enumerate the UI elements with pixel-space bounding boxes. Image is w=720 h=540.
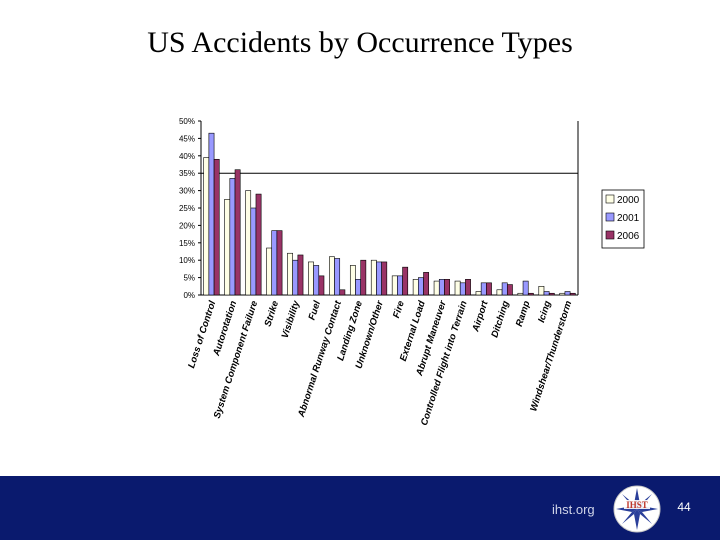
category-label: Ditching [489,299,511,339]
page-number: 44 [677,500,691,514]
bar-2001-11 [438,279,445,296]
bar-2000-16 [538,285,545,296]
bar-2001-14 [501,282,508,296]
bar-2001-0 [208,132,215,296]
legend-label-2001: 2001 [617,213,640,224]
legend-label-2000: 2000 [617,195,640,206]
y-tick-label: 40% [179,152,195,161]
bar-2006-7 [360,259,367,296]
y-tick-label: 25% [179,204,195,213]
category-label: Fuel [307,299,324,321]
bar-2006-10 [423,272,430,296]
ihst-logo-icon: IHST [613,485,661,533]
y-tick-label: 20% [179,221,195,230]
bar-2001-13 [480,282,487,296]
bar-2001-9 [397,275,403,296]
bar-2000-9 [391,275,398,296]
legend-label-2006: 2006 [617,231,640,242]
bar-2000-17 [559,292,566,296]
slide-title: US Accidents by Occurrence Types [147,26,573,59]
bar-2001-3 [271,230,278,296]
bar-2006-16 [548,292,555,296]
bar-2006-6 [339,289,346,296]
category-label: Visibility [280,299,303,340]
bar-2000-15 [517,292,524,296]
category-label: Icing [536,299,553,324]
bar-2001-10 [418,277,424,296]
bar-2006-8 [381,261,388,296]
category-label: System Component Failure [212,299,261,420]
category-label: Fire [391,299,407,320]
bar-2001-7 [355,279,361,296]
bar-2000-5 [308,261,314,296]
category-label: Loss of Control [186,299,218,369]
bar-2006-15 [527,292,534,296]
bar-2000-8 [370,259,377,296]
bar-2006-4 [297,254,304,296]
bar-2001-5 [313,265,320,296]
category-label: Ramp [514,299,533,328]
bar-2000-6 [329,256,335,296]
legend-swatch-2001 [605,212,615,222]
bar-2001-1 [229,178,236,296]
bar-2000-3 [266,247,273,296]
bar-2006-12 [465,279,471,296]
bar-2006-13 [486,282,492,296]
bar-2006-9 [402,266,409,296]
svg-text:IHST: IHST [626,500,648,510]
bar-2001-2 [250,207,257,296]
bar-2006-17 [569,292,576,296]
site-url[interactable]: ihst.org [552,502,595,517]
bar-2000-0 [203,157,210,296]
bar-2001-6 [334,258,341,296]
y-tick-label: 35% [179,169,195,178]
y-tick-label: 50% [179,117,195,126]
y-tick-label: 0% [183,291,195,300]
bar-2001-4 [292,259,299,296]
footer-bar: ihst.org IHST 44 [0,476,720,540]
bar-2001-17 [564,291,571,296]
bar-2006-11 [444,279,450,296]
legend-swatch-2000 [605,194,615,204]
y-tick-label: 45% [179,134,195,143]
bar-2000-10 [412,279,419,296]
bar-chart: 0% 5% 10% 15% 20% 25% 30% 35% 40% 45% 50% Loss of C… [179,117,645,427]
bar-2006-1 [234,169,241,296]
bar-2000-1 [224,199,231,296]
bar-2000-2 [245,190,252,296]
bar-2000-14 [496,289,503,296]
bar-2006-2 [255,193,262,296]
bar-2001-8 [376,261,382,296]
y-tick-label: 30% [179,187,195,196]
bar-2006-0 [213,158,220,296]
y-tick-label: 5% [183,274,195,283]
bar-2000-11 [433,280,440,296]
category-label: Windshear/Thunderstorm [528,299,574,413]
bar-2001-12 [459,282,466,296]
bar-2000-4 [287,252,293,296]
bar-2001-15 [522,280,529,296]
bar-2000-7 [349,265,356,296]
category-label: Strike [263,299,282,328]
y-tick-label: 10% [179,256,195,265]
legend-swatch-2006 [605,230,615,240]
category-label: Airport [470,299,491,334]
bar-2006-14 [506,284,513,296]
bar-2006-5 [318,275,325,296]
bar-2001-16 [543,291,550,296]
y-tick-label: 15% [179,239,195,248]
bar-2000-12 [454,280,461,296]
bar-2000-13 [475,291,482,296]
bar-2006-3 [276,230,283,296]
